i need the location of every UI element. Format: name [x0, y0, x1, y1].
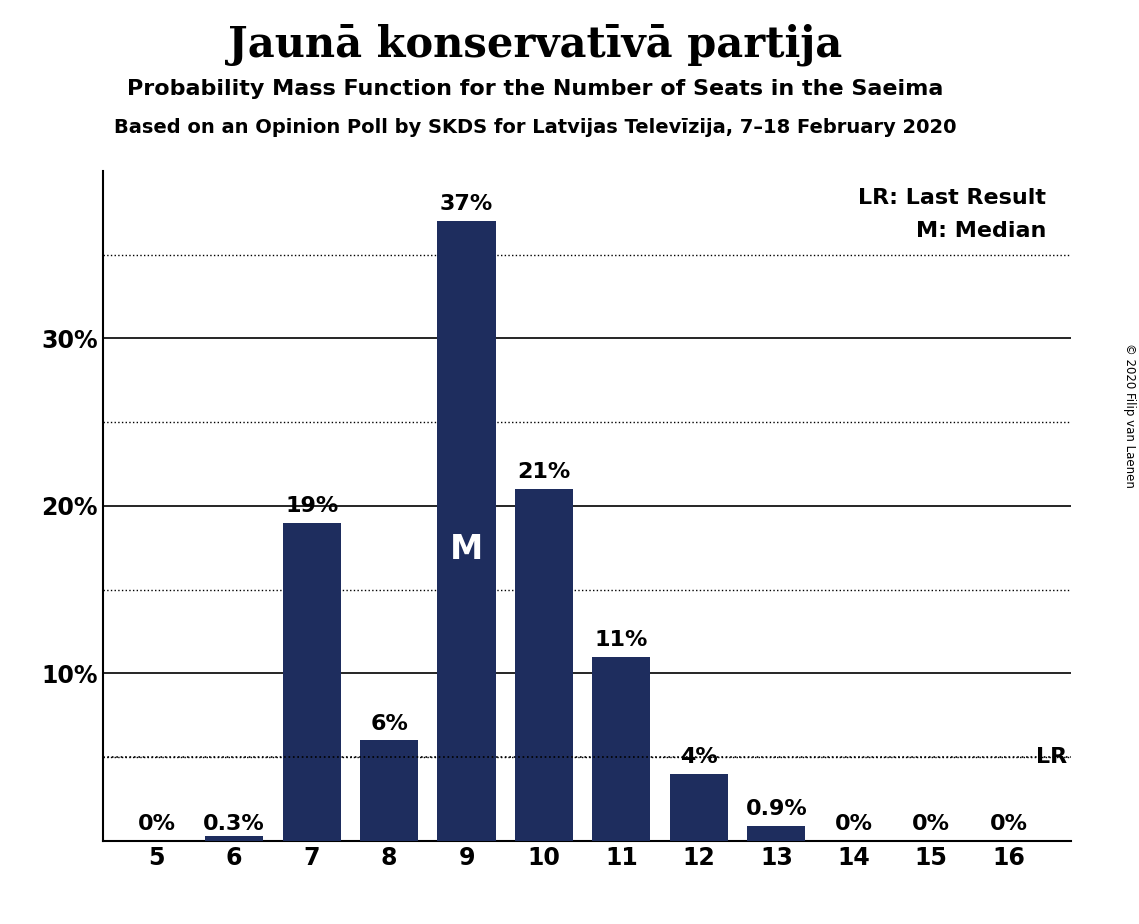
Text: 0.3%: 0.3%	[203, 814, 265, 834]
Text: Based on an Opinion Poll by SKDS for Latvijas Televīzija, 7–18 February 2020: Based on an Opinion Poll by SKDS for Lat…	[114, 118, 957, 138]
Bar	[437, 221, 495, 841]
Text: 0%: 0%	[138, 814, 175, 834]
Text: Jaunā konservatīvā partija: Jaunā konservatīvā partija	[228, 23, 843, 66]
Bar	[205, 836, 263, 841]
Bar	[747, 826, 805, 841]
Bar	[592, 657, 650, 841]
Bar	[515, 489, 573, 841]
Text: 0.9%: 0.9%	[745, 799, 808, 819]
Text: 6%: 6%	[370, 713, 408, 734]
Bar	[282, 523, 341, 841]
Bar	[670, 774, 728, 841]
Text: M: Median: M: Median	[916, 221, 1047, 241]
Text: M: M	[450, 533, 483, 566]
Text: 19%: 19%	[285, 496, 338, 516]
Text: 4%: 4%	[680, 748, 718, 767]
Bar	[360, 740, 418, 841]
Text: 21%: 21%	[517, 462, 571, 482]
Text: 0%: 0%	[835, 814, 872, 834]
Text: 0%: 0%	[990, 814, 1027, 834]
Text: Probability Mass Function for the Number of Seats in the Saeima: Probability Mass Function for the Number…	[128, 79, 943, 99]
Text: 11%: 11%	[595, 630, 648, 650]
Text: LR: Last Result: LR: Last Result	[859, 188, 1047, 208]
Text: © 2020 Filip van Laenen: © 2020 Filip van Laenen	[1123, 344, 1137, 488]
Text: 37%: 37%	[440, 194, 493, 214]
Text: LR: LR	[1035, 748, 1067, 767]
Text: 0%: 0%	[912, 814, 950, 834]
